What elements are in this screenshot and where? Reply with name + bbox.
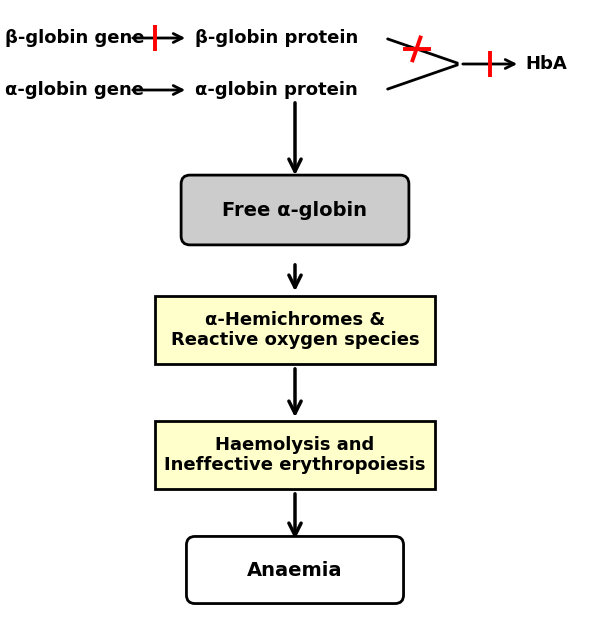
FancyBboxPatch shape	[155, 421, 435, 489]
FancyBboxPatch shape	[186, 536, 404, 604]
Text: β-globin protein: β-globin protein	[195, 29, 358, 47]
Text: α-Hemichromes &
Reactive oxygen species: α-Hemichromes & Reactive oxygen species	[171, 311, 419, 349]
Text: α-globin gene: α-globin gene	[5, 81, 144, 99]
Text: α-globin protein: α-globin protein	[195, 81, 358, 99]
FancyBboxPatch shape	[181, 175, 409, 245]
Text: Free α-globin: Free α-globin	[222, 201, 368, 219]
Text: HbA: HbA	[525, 55, 567, 73]
FancyBboxPatch shape	[155, 296, 435, 364]
Text: β-globin gene: β-globin gene	[5, 29, 145, 47]
Text: Anaemia: Anaemia	[247, 561, 343, 579]
Text: Haemolysis and
Ineffective erythropoiesis: Haemolysis and Ineffective erythropoiesi…	[164, 436, 426, 474]
